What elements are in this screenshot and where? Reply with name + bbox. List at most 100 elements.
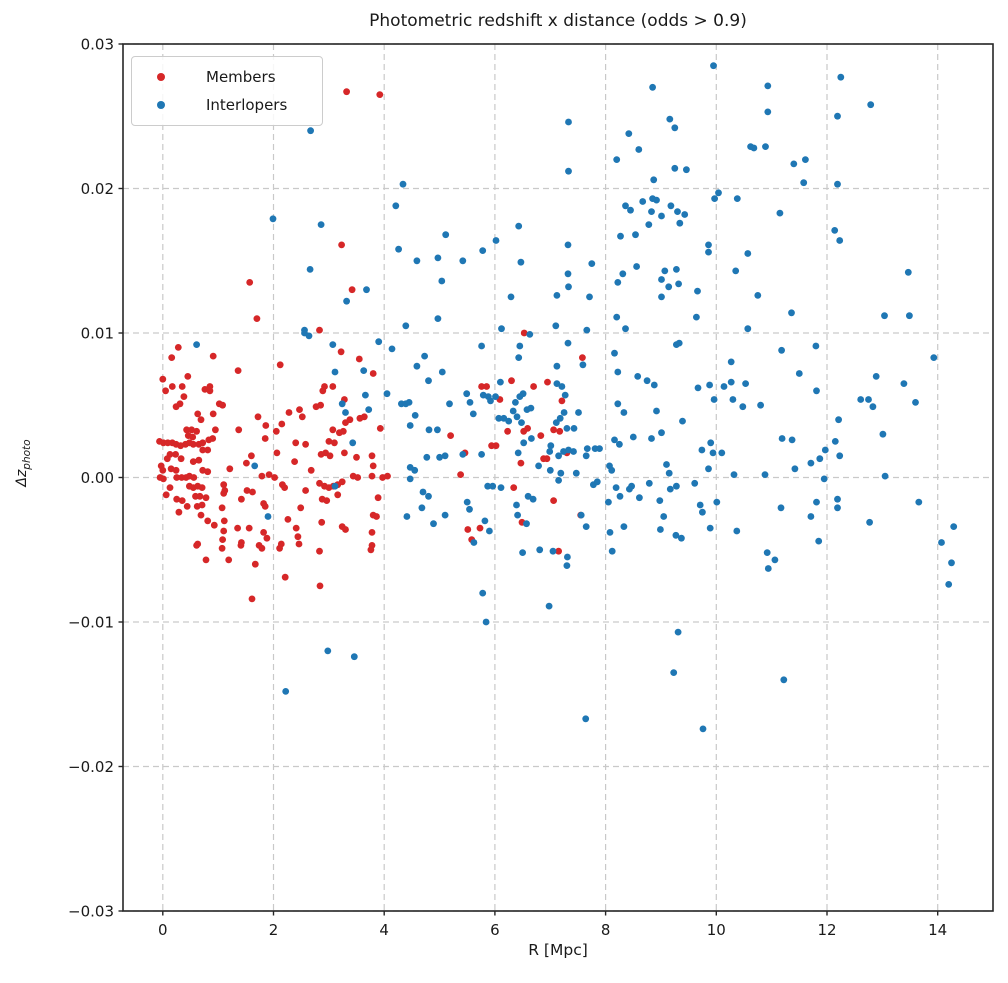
interloper-point (596, 445, 603, 452)
interloper-point (434, 254, 442, 262)
member-point (243, 459, 250, 467)
member-point (163, 455, 171, 463)
member-point (198, 501, 206, 509)
member-point (296, 406, 303, 413)
interloper-point (834, 495, 841, 503)
interloper-point (582, 452, 590, 460)
interloper-point (575, 409, 582, 416)
interloper-point (425, 426, 433, 434)
interloper-point (650, 176, 658, 184)
interloper-point (764, 82, 772, 90)
interloper-point (674, 628, 682, 636)
member-point (297, 504, 305, 512)
member-point (206, 387, 214, 395)
member-point (478, 383, 485, 390)
interloper-point (547, 442, 555, 450)
member-point (225, 556, 233, 564)
interloper-point (423, 453, 431, 461)
interloper-point (497, 378, 504, 386)
interloper-point (430, 520, 437, 528)
member-point (272, 427, 280, 435)
member-point (253, 315, 261, 322)
interloper-point (459, 257, 467, 265)
interloper-point (836, 452, 844, 460)
interloper-point (625, 130, 633, 138)
interloper-point (658, 276, 665, 283)
member-point (558, 397, 566, 405)
interloper-point (342, 409, 349, 416)
member-point (212, 426, 219, 434)
member-point (174, 344, 182, 351)
interloper-point (679, 417, 686, 425)
member-point (346, 416, 354, 424)
interloper-point (674, 208, 681, 216)
member-point (248, 452, 255, 460)
interloper-point (269, 215, 277, 223)
interloper-point (527, 404, 535, 412)
interloper-point (661, 267, 669, 275)
interloper-point (813, 387, 820, 395)
interloper-point (546, 448, 554, 455)
interloper-point (482, 618, 490, 626)
member-point (329, 383, 337, 390)
interloper-point (338, 400, 346, 408)
member-point (292, 524, 300, 532)
member-point (508, 377, 515, 385)
member-point (302, 487, 309, 494)
interloper-point (764, 565, 772, 572)
interloper-point (402, 322, 410, 330)
interloper-point (693, 313, 700, 321)
interloper-point (622, 325, 629, 333)
interloper-point (667, 202, 675, 210)
interloper-point (611, 349, 618, 357)
member-point (183, 426, 191, 434)
interloper-point (605, 498, 612, 506)
interloper-point (421, 352, 428, 360)
interloper-point (553, 380, 561, 387)
interloper-point (658, 429, 665, 437)
interloper-point (663, 461, 670, 468)
interloper-point (463, 498, 471, 506)
member-point (184, 373, 192, 380)
interloper-point (411, 466, 419, 474)
member-point (162, 387, 170, 395)
member-point (175, 508, 183, 516)
member-point (317, 401, 324, 409)
member-point (367, 546, 375, 554)
interloper-point (434, 426, 441, 434)
interloper-point (519, 390, 527, 398)
interloper-point (619, 270, 627, 278)
interloper-point (512, 399, 519, 406)
member-point (319, 387, 327, 395)
member-point (190, 474, 198, 481)
member-point (292, 439, 300, 447)
interloper-point (636, 494, 643, 502)
interloper-point (481, 517, 489, 525)
series-interlopers (193, 62, 958, 733)
interloper-point (383, 390, 391, 398)
member-point (189, 433, 197, 441)
x-tick-label: 8 (601, 921, 611, 939)
interloper-point (788, 436, 796, 444)
legend-label-members: Members (206, 67, 276, 86)
interloper-point (616, 492, 624, 500)
interloper-point (478, 342, 485, 350)
member-point (316, 479, 323, 487)
member-point (316, 582, 324, 590)
member-point (162, 491, 170, 499)
interloper-point (375, 338, 383, 346)
member-point (369, 370, 377, 377)
member-point (209, 352, 217, 360)
member-point (550, 497, 557, 504)
x-tick-label: 6 (490, 921, 500, 939)
member-point (243, 487, 251, 494)
member-point (178, 497, 186, 504)
interloper-point (729, 396, 737, 403)
member-point (173, 495, 181, 503)
interloper-point (536, 546, 544, 554)
interloper-point (720, 383, 728, 390)
member-point (338, 241, 345, 249)
interloper-point (436, 453, 443, 461)
interloper-point (306, 266, 314, 273)
interloper-point (617, 232, 624, 240)
